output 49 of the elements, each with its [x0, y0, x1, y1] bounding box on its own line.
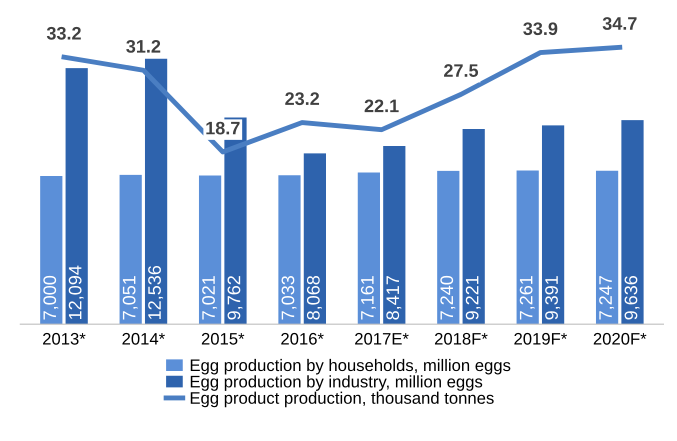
data-label: 23.2 — [285, 92, 320, 106]
legend-label: Egg production by households, million eggs — [190, 358, 510, 374]
bar — [358, 172, 380, 324]
bar — [462, 128, 485, 324]
data-label: 34.7 — [602, 17, 637, 30]
data-label: 9,391 — [545, 276, 560, 320]
data-label: 18.7 — [206, 122, 240, 134]
bar — [596, 170, 618, 324]
data-label: 8,417 — [386, 276, 402, 320]
data-label: 22.1 — [364, 99, 399, 112]
bar — [437, 170, 460, 324]
bar — [40, 176, 62, 324]
bar — [542, 125, 564, 324]
x-tick-label: 2020F* — [594, 332, 646, 345]
x-tick-label: 2015* — [202, 332, 244, 345]
x-tick-label: 2014* — [122, 332, 165, 345]
data-label: 9,221 — [466, 276, 481, 320]
data-label: 7,261 — [520, 276, 535, 320]
x-tick-label: 2017E* — [355, 332, 409, 345]
bar — [621, 120, 644, 324]
bar — [198, 176, 222, 324]
data-label: 33.9 — [523, 22, 558, 36]
data-label: 7,240 — [440, 276, 456, 320]
legend-label: Egg production by industry, million eggs — [190, 375, 482, 391]
bar — [304, 153, 326, 324]
x-tick-label: 2018F* — [434, 332, 488, 345]
legend-label: Egg product production, thousand tonnes — [190, 392, 494, 408]
x-tick-label: 2013* — [43, 332, 86, 345]
data-label: 31.2 — [126, 40, 160, 53]
data-label: 7,033 — [282, 276, 296, 320]
bar — [516, 170, 539, 324]
data-label: 9,762 — [228, 276, 242, 320]
data-label: 7,000 — [43, 276, 58, 320]
data-label: 12,094 — [68, 266, 84, 319]
data-label: 7,161 — [360, 276, 376, 320]
data-label: 7,051 — [122, 276, 138, 320]
data-label: 12,536 — [148, 266, 164, 319]
data-label: 8,068 — [306, 276, 322, 320]
bar — [66, 68, 88, 324]
bar — [383, 146, 406, 324]
bar — [120, 174, 142, 324]
x-tick-label: 2016* — [281, 332, 324, 345]
bar — [278, 175, 301, 324]
data-label: 7,247 — [599, 276, 614, 320]
data-label: 27.5 — [444, 64, 478, 77]
data-label: 33.2 — [46, 26, 81, 40]
x-tick-label: 2019F* — [514, 332, 567, 345]
data-label: 9,636 — [624, 276, 640, 320]
data-label: 7,021 — [202, 276, 218, 320]
